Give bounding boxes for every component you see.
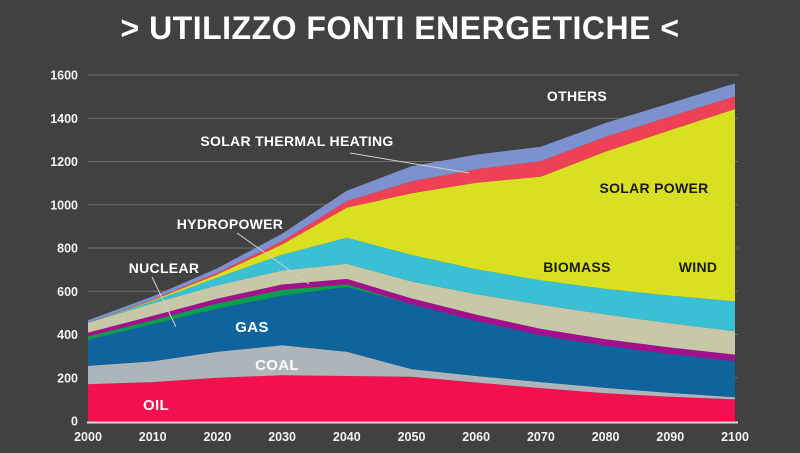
area-band-coal	[88, 345, 735, 400]
y-axis-label-400: 400	[57, 328, 78, 342]
y-axis-label-800: 800	[57, 242, 78, 256]
y-axis-label-600: 600	[57, 285, 78, 299]
y-axis-label-1600: 1600	[50, 69, 78, 83]
x-axis-label-2070: 2070	[527, 430, 555, 444]
series-annotation-wind: WIND	[679, 259, 718, 275]
area-band-solar-thermal-heating	[88, 96, 735, 323]
y-axis-label-1000: 1000	[50, 198, 78, 212]
x-axis-label-2010: 2010	[139, 430, 167, 444]
x-axis-label-2100: 2100	[721, 430, 749, 444]
x-axis-label-2020: 2020	[203, 430, 231, 444]
x-axis-label-2060: 2060	[462, 430, 490, 444]
series-annotation-hydropower: HYDROPOWER	[177, 216, 283, 232]
area-band-gas	[88, 286, 735, 398]
y-axis-label-0: 0	[71, 415, 78, 429]
series-annotation-solar-power: SOLAR POWER	[599, 180, 708, 196]
y-axis-label-1200: 1200	[50, 155, 78, 169]
area-band-wind	[88, 237, 735, 332]
x-axis-label-2090: 2090	[656, 430, 684, 444]
area-band-hydropower	[88, 278, 735, 362]
series-annotation-oil: OIL	[143, 397, 169, 414]
series-annotation-nuclear: NUCLEAR	[129, 260, 200, 276]
area-band-biomass	[88, 263, 735, 355]
x-axis-label-2040: 2040	[333, 430, 361, 444]
chart-title: > UTILIZZO FONTI ENERGETICHE <	[120, 10, 680, 46]
y-axis-label-1400: 1400	[50, 112, 78, 126]
series-annotation-solar-thermal-heating: SOLAR THERMAL HEATING	[200, 133, 393, 149]
series-annotation-gas: GAS	[235, 319, 268, 336]
series-annotation-biomass: BIOMASS	[543, 259, 610, 275]
y-axis-label-200: 200	[57, 371, 78, 385]
series-annotation-coal: COAL	[255, 357, 299, 374]
x-axis-label-2050: 2050	[398, 430, 426, 444]
area-band-solar-power	[88, 109, 735, 323]
area-band-oil	[88, 375, 735, 421]
x-axis-label-2080: 2080	[592, 430, 620, 444]
x-axis-label-2000: 2000	[74, 430, 102, 444]
leader-line-nuclear	[151, 276, 177, 328]
area-band-others	[88, 83, 735, 323]
series-annotation-others: OTHERS	[547, 88, 607, 104]
leader-line-hydropower	[236, 232, 310, 285]
x-axis-label-2030: 2030	[268, 430, 296, 444]
leader-line-solar-thermal-heating	[349, 152, 470, 174]
